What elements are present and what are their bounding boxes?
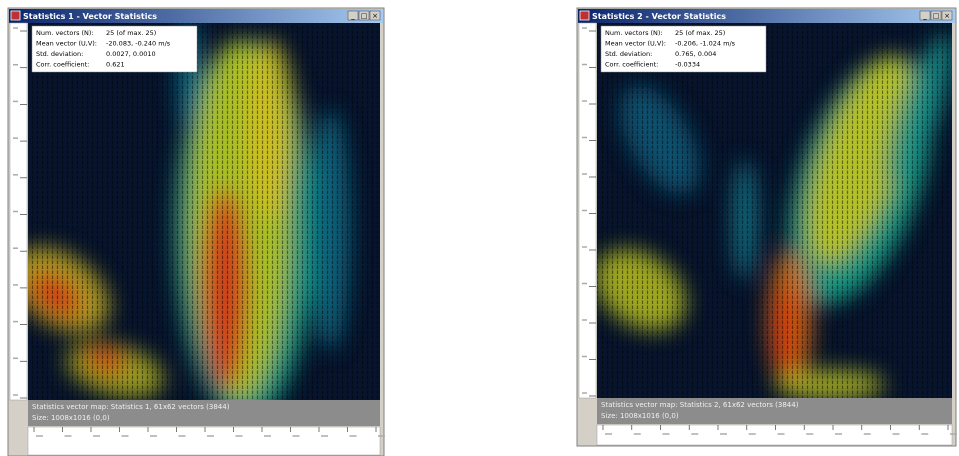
stat-value: 25 (of max. 25) (106, 29, 156, 37)
stat-value: 0.0027, 0.0010 (106, 50, 156, 58)
stat-label: Corr. coefficient: (36, 61, 89, 69)
info-box: Num. vectors (N): 25 (of max. 25) Mean vec… (601, 26, 766, 72)
stat-value: -20.083, -0.240 m/s (106, 40, 171, 48)
stat-value: 25 (of max. 25) (675, 29, 725, 37)
svg-text:□: □ (933, 12, 940, 20)
ruler (597, 425, 952, 445)
stat-label: Std. deviation: (36, 50, 83, 58)
window-icon (580, 11, 589, 20)
ruler (579, 23, 596, 398)
vector-grid (597, 23, 952, 398)
stat-label: Std. deviation: (605, 50, 652, 58)
svg-text:×: × (372, 12, 378, 20)
window-title: Statistics 1 - Vector Statistics (23, 12, 157, 21)
ruler (10, 23, 27, 400)
stat-label: Mean vector (U,V): (605, 40, 666, 48)
stat-label: Num. vectors (N): (605, 29, 663, 37)
window-title: Statistics 2 - Vector Statistics (592, 12, 726, 21)
screen: Statistics 1 - Vector Statistics _ □ × Num. … (0, 0, 959, 456)
vector-grid (28, 23, 380, 400)
status-text: Size: 1008x1016 (0,0) (32, 414, 110, 422)
svg-text:□: □ (361, 12, 368, 20)
svg-text:_: _ (922, 12, 927, 20)
svg-text:_: _ (350, 12, 355, 20)
window: Statistics 1 - Vector Statistics _ □ × Num. … (0, 8, 385, 456)
status-text: Statistics vector map: Statistics 1, 61x… (32, 403, 230, 411)
vector-map (579, 23, 959, 400)
stat-label: Mean vector (U,V): (36, 40, 97, 48)
window: Statistics 2 - Vector Statistics _ □ × Num. … (577, 8, 959, 446)
svg-text:×: × (944, 12, 950, 20)
info-box: Num. vectors (N): 25 (of max. 25) Mean vec… (32, 26, 197, 72)
stat-value: 0.765, 0.004 (675, 50, 716, 58)
stat-label: Num. vectors (N): (36, 29, 94, 37)
window-icon (11, 11, 20, 20)
stat-value: -0.0334 (675, 61, 700, 69)
stat-value: -0.206, -1.024 m/s (675, 40, 736, 48)
ruler (28, 427, 380, 455)
stat-value: 0.621 (106, 61, 125, 69)
status-text: Size: 1008x1016 (0,0) (601, 412, 679, 420)
vector-map (0, 20, 380, 420)
stat-label: Corr. coefficient: (605, 61, 658, 69)
status-text: Statistics vector map: Statistics 2, 61x… (601, 401, 799, 409)
